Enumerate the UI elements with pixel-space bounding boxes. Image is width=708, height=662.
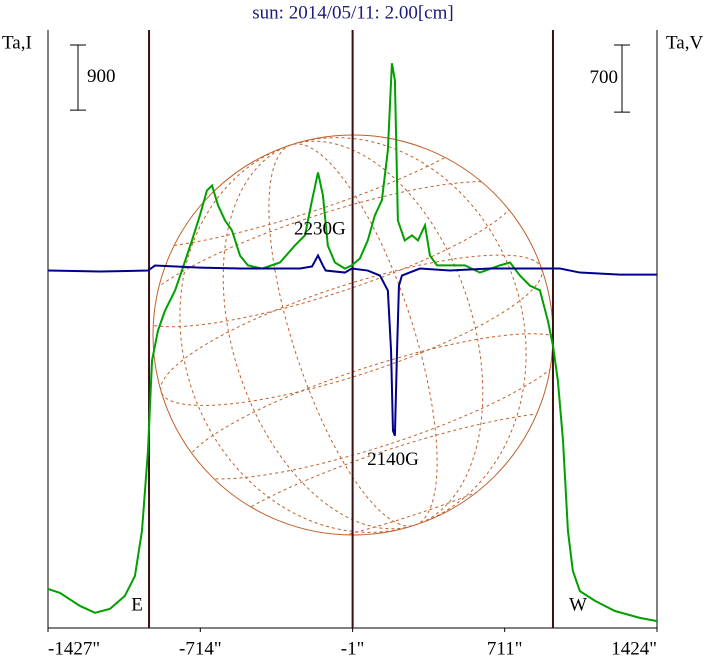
x-tick-label: -1" — [341, 638, 365, 659]
annotation: W — [569, 594, 587, 615]
annotation: E — [131, 594, 143, 615]
annotation: 2140G — [367, 449, 419, 470]
chart-title: sun: 2014/05/11: 2.00[cm] — [252, 2, 453, 23]
scale-bar-label: 700 — [590, 67, 619, 88]
x-tick-label: 711" — [487, 638, 523, 659]
y2-axis-label: Ta,V — [666, 32, 703, 53]
x-tick-label: 1424" — [611, 638, 657, 659]
series-line — [47, 253, 657, 437]
y-axis-label: Ta,I — [2, 32, 32, 53]
x-tick-label: -1427" — [48, 638, 100, 659]
annotation: 2230G — [294, 219, 346, 240]
series-line — [47, 63, 658, 623]
scale-bar — [70, 44, 86, 111]
scale-bar — [614, 44, 630, 113]
x-tick-label: -714" — [179, 638, 222, 659]
scale-bar-label: 900 — [87, 66, 116, 87]
